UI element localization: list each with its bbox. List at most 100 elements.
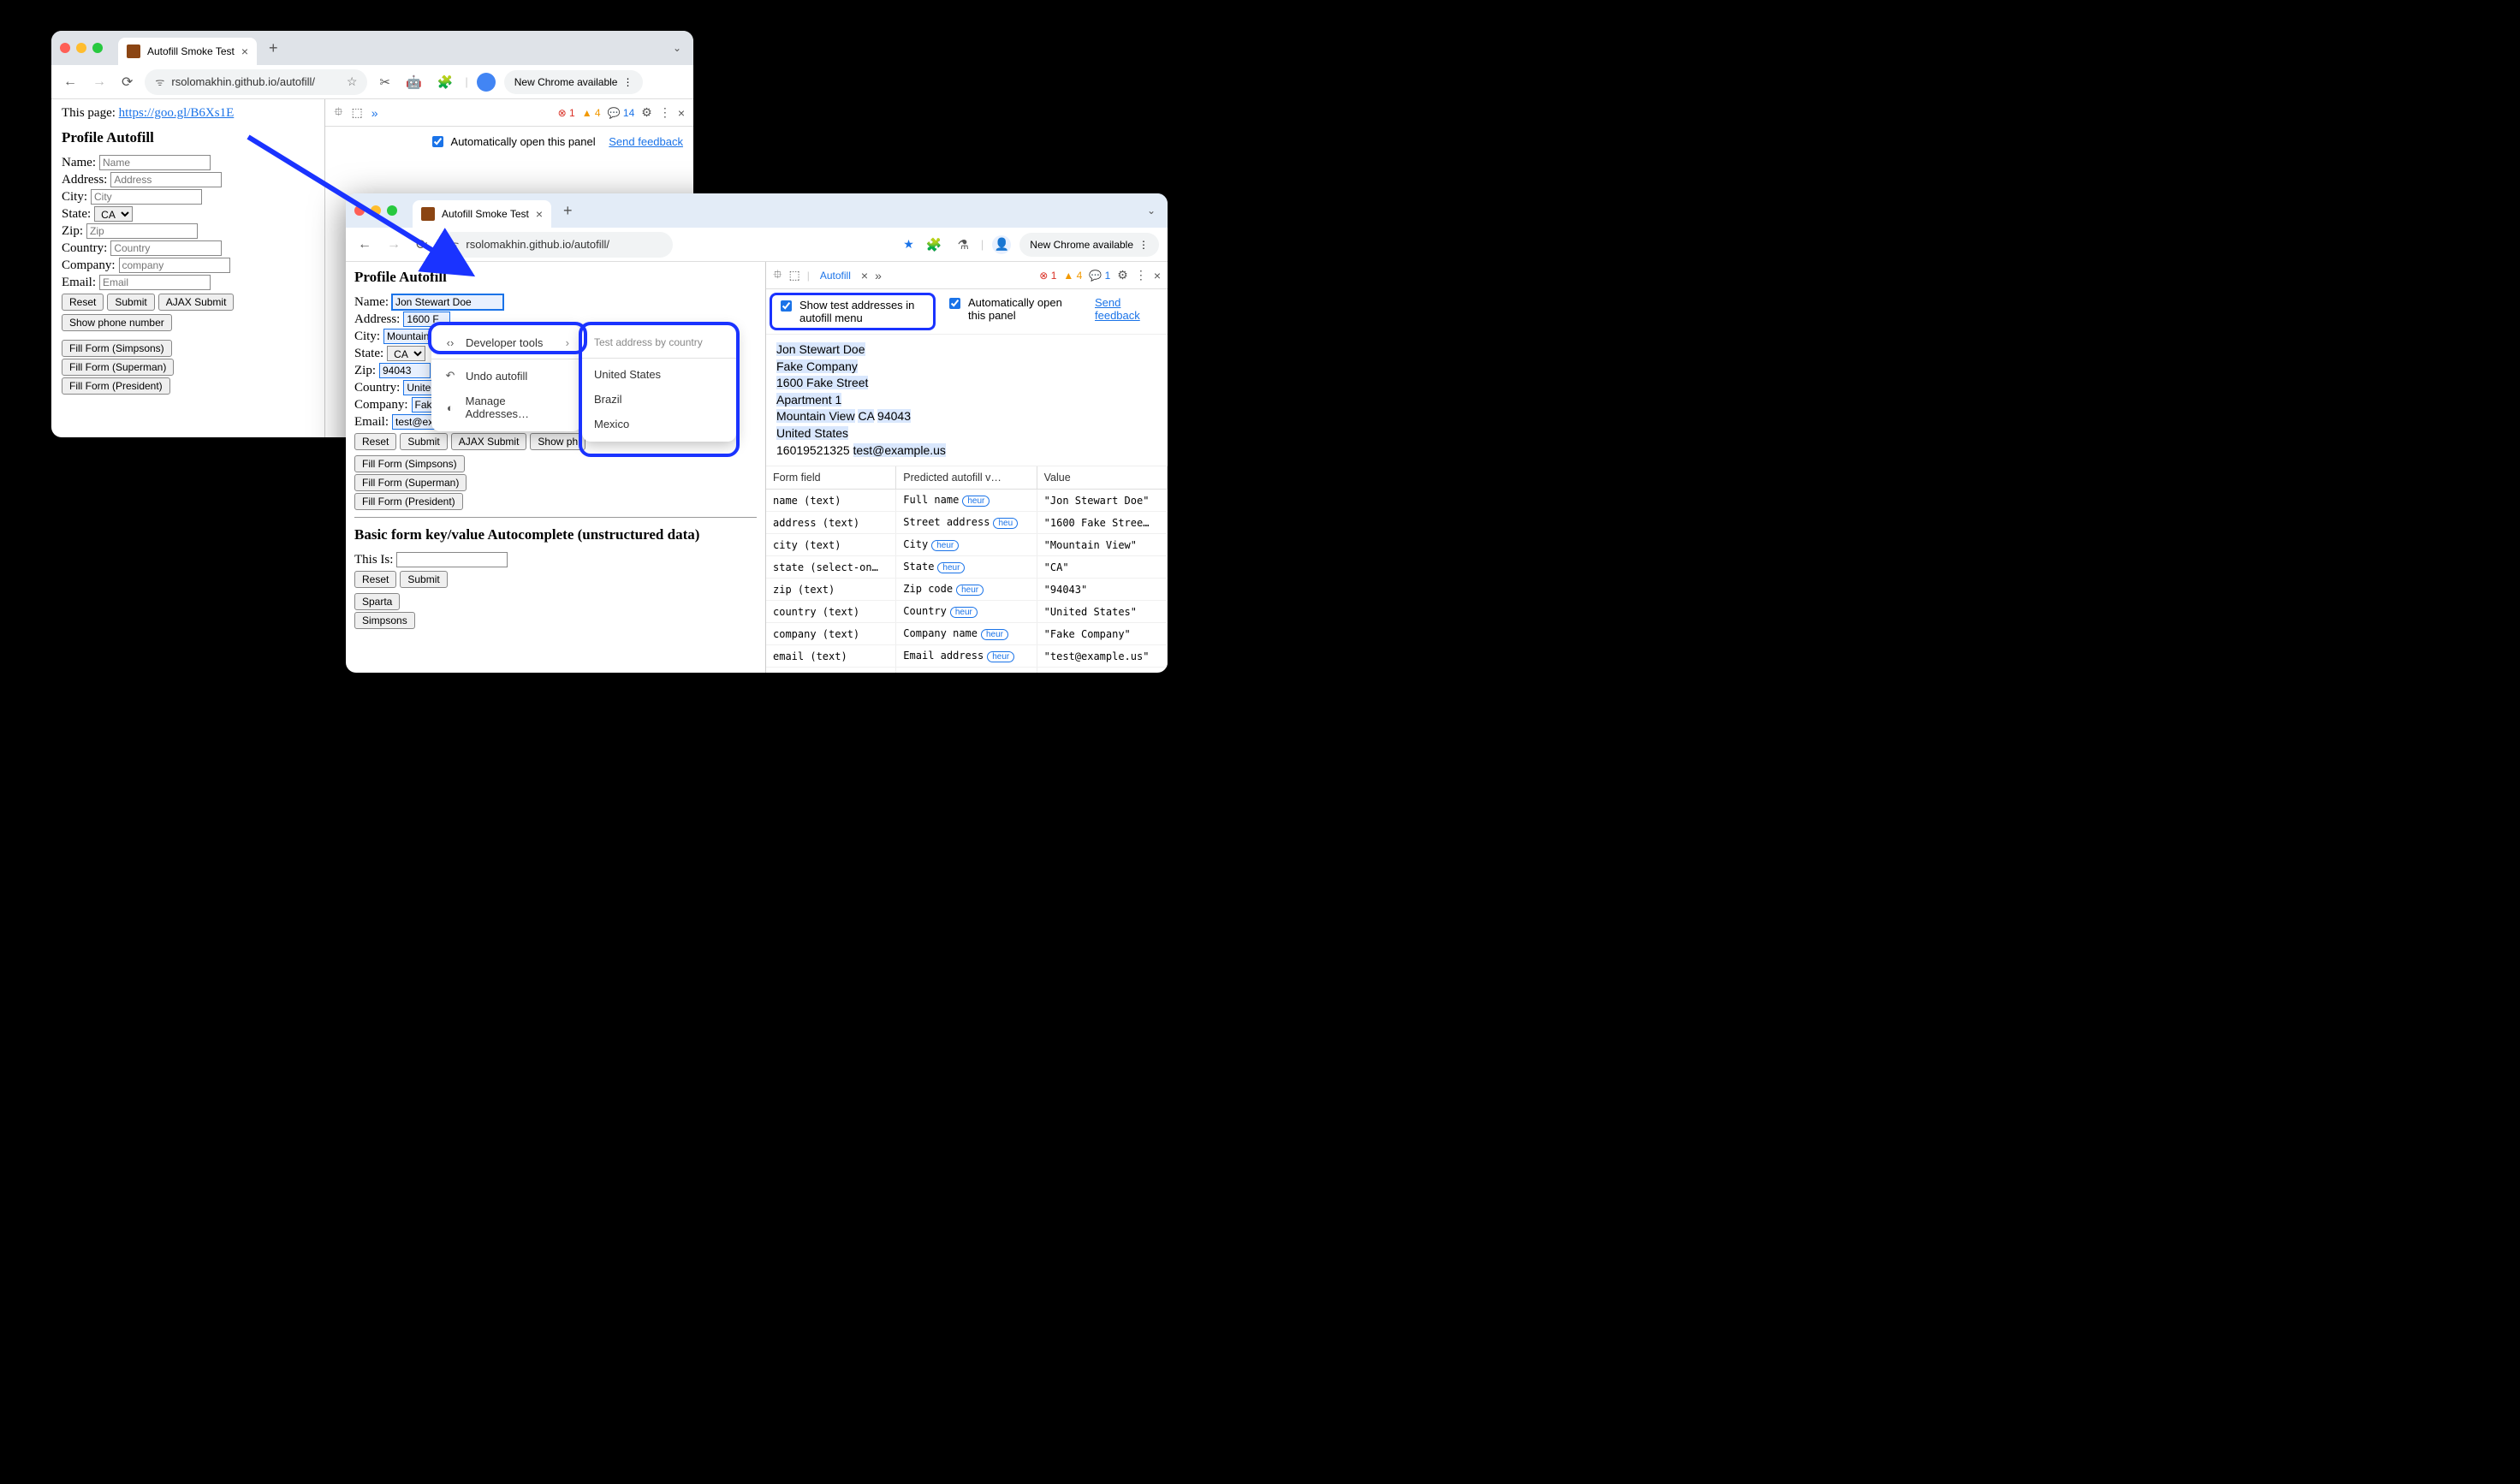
- devtools-menu-item[interactable]: ‹› Developer tools ›: [431, 330, 581, 355]
- auto-open-checkbox[interactable]: [949, 298, 960, 309]
- reset-button[interactable]: Reset: [354, 433, 396, 450]
- ajax-submit-button[interactable]: AJAX Submit: [451, 433, 527, 450]
- table-row[interactable]: state (select-on…Stateheur"CA": [766, 556, 1168, 579]
- labs-icon[interactable]: ⚗: [954, 234, 972, 256]
- warning-count[interactable]: ▲ 4: [582, 107, 601, 119]
- table-row[interactable]: zip (text)Zip codeheur"94043": [766, 579, 1168, 601]
- kebab-icon[interactable]: ⋮: [1135, 268, 1147, 282]
- info-count[interactable]: 💬 14: [608, 107, 635, 119]
- simpsons-button[interactable]: Simpsons: [354, 612, 415, 629]
- robot-icon[interactable]: 🤖: [402, 71, 425, 93]
- fill-superman-button[interactable]: Fill Form (Superman): [62, 359, 174, 376]
- table-row[interactable]: phone (text)Phone numberheur"": [766, 668, 1168, 673]
- fill-simpsons-button[interactable]: Fill Form (Simpsons): [354, 455, 465, 472]
- table-row[interactable]: name (text)Full nameheur"Jon Stewart Doe…: [766, 490, 1168, 512]
- col-value[interactable]: Value: [1037, 466, 1167, 490]
- fill-simpsons-button[interactable]: Fill Form (Simpsons): [62, 340, 172, 357]
- browser-tab[interactable]: Autofill Smoke Test ×: [413, 200, 551, 228]
- inspect-icon[interactable]: ⯐: [334, 103, 343, 123]
- reset-button-2[interactable]: Reset: [354, 571, 396, 588]
- error-count[interactable]: ⊗ 1: [558, 107, 575, 119]
- company-input[interactable]: [119, 258, 230, 273]
- country-option-brazil[interactable]: Brazil: [582, 387, 736, 412]
- back-button[interactable]: ←: [354, 234, 375, 256]
- close-devtools-icon[interactable]: ×: [1154, 269, 1161, 282]
- address-bar[interactable]: ᯤ rsolomakhin.github.io/autofill/ ☆: [145, 69, 367, 95]
- country-input[interactable]: [110, 240, 222, 256]
- city-input[interactable]: [383, 329, 435, 344]
- profile-avatar[interactable]: [477, 73, 496, 92]
- minimize-window-icon[interactable]: [371, 205, 381, 216]
- auto-open-checkbox[interactable]: [432, 136, 443, 147]
- devtools-tab-autofill[interactable]: Autofill: [817, 270, 854, 282]
- table-row[interactable]: email (text)Email addressheur"test@examp…: [766, 645, 1168, 668]
- zip-input[interactable]: [86, 223, 198, 239]
- close-tab-icon[interactable]: ×: [536, 207, 543, 221]
- col-form-field[interactable]: Form field: [766, 466, 896, 490]
- more-tabs-icon[interactable]: »: [875, 269, 882, 282]
- state-select[interactable]: CA: [94, 206, 133, 222]
- bookmark-icon[interactable]: ☆: [347, 74, 358, 89]
- update-chip[interactable]: New Chrome available ⋮: [504, 70, 644, 94]
- site-info-icon[interactable]: ᯤ: [449, 237, 459, 252]
- error-count[interactable]: ⊗ 1: [1039, 270, 1056, 282]
- forward-button[interactable]: →: [383, 234, 404, 256]
- table-row[interactable]: address (text)Street addressheu"1600 Fak…: [766, 512, 1168, 534]
- gear-icon[interactable]: ⚙: [641, 105, 652, 120]
- more-tabs-icon[interactable]: »: [371, 106, 378, 120]
- submit-button-2[interactable]: Submit: [400, 571, 447, 588]
- reset-button[interactable]: Reset: [62, 294, 104, 311]
- close-window-icon[interactable]: [60, 43, 70, 53]
- kebab-icon[interactable]: ⋮: [659, 105, 671, 120]
- tabs-dropdown-icon[interactable]: ⌄: [669, 39, 685, 57]
- browser-tab[interactable]: Autofill Smoke Test ×: [118, 38, 257, 65]
- city-input[interactable]: [91, 189, 202, 205]
- table-row[interactable]: city (text)Cityheur"Mountain View": [766, 534, 1168, 556]
- maximize-window-icon[interactable]: [92, 43, 103, 53]
- submit-button[interactable]: Submit: [107, 294, 154, 311]
- scissors-icon[interactable]: ✂: [376, 71, 394, 93]
- state-select[interactable]: CA: [387, 346, 425, 361]
- bookmark-icon[interactable]: ★: [903, 237, 914, 252]
- show-phone-button[interactable]: Show ph: [530, 433, 585, 450]
- reload-button[interactable]: ⟳: [413, 233, 431, 257]
- gear-icon[interactable]: ⚙: [1117, 268, 1128, 282]
- table-row[interactable]: company (text)Company nameheur"Fake Comp…: [766, 623, 1168, 645]
- forward-button[interactable]: →: [89, 71, 110, 93]
- device-icon[interactable]: ⬚: [789, 268, 800, 282]
- send-feedback-link[interactable]: Send feedback: [1095, 296, 1146, 322]
- close-devtools-icon[interactable]: ×: [678, 106, 685, 120]
- warning-count[interactable]: ▲ 4: [1063, 270, 1082, 282]
- send-feedback-link[interactable]: Send feedback: [609, 135, 683, 148]
- profile-avatar[interactable]: 👤: [992, 235, 1011, 254]
- fill-president-button[interactable]: Fill Form (President): [354, 493, 463, 510]
- maximize-window-icon[interactable]: [387, 205, 397, 216]
- name-input[interactable]: [392, 294, 503, 310]
- page-short-link[interactable]: https://goo.gl/B6Xs1E: [119, 106, 235, 120]
- address-input[interactable]: [110, 172, 222, 187]
- fill-superman-button[interactable]: Fill Form (Superman): [354, 474, 467, 491]
- country-option-mexico[interactable]: Mexico: [582, 412, 736, 436]
- col-predicted[interactable]: Predicted autofill v…: [896, 466, 1037, 490]
- inspect-icon[interactable]: ⯐: [773, 265, 782, 286]
- info-count[interactable]: 💬 1: [1089, 270, 1110, 282]
- site-info-icon[interactable]: ᯤ: [155, 74, 164, 89]
- reload-button[interactable]: ⟳: [118, 70, 136, 94]
- sparta-button[interactable]: Sparta: [354, 593, 400, 610]
- fill-president-button[interactable]: Fill Form (President): [62, 377, 170, 395]
- country-option-us[interactable]: United States: [582, 362, 736, 387]
- device-icon[interactable]: ⬚: [352, 105, 363, 120]
- close-window-icon[interactable]: [354, 205, 365, 216]
- show-test-addresses-checkbox[interactable]: [781, 300, 792, 312]
- table-row[interactable]: country (text)Countryheur"United States": [766, 601, 1168, 623]
- manage-addresses-menu-item[interactable]: ◐ Manage Addresses…: [431, 389, 581, 426]
- back-button[interactable]: ←: [60, 71, 80, 93]
- zip-input[interactable]: [379, 363, 431, 378]
- new-tab-button[interactable]: +: [264, 39, 283, 57]
- new-tab-button[interactable]: +: [558, 202, 578, 220]
- undo-autofill-menu-item[interactable]: ↶ Undo autofill: [431, 363, 581, 389]
- submit-button[interactable]: Submit: [400, 433, 447, 450]
- update-chip[interactable]: New Chrome available ⋮: [1019, 233, 1159, 257]
- show-phone-button[interactable]: Show phone number: [62, 314, 172, 331]
- minimize-window-icon[interactable]: [76, 43, 86, 53]
